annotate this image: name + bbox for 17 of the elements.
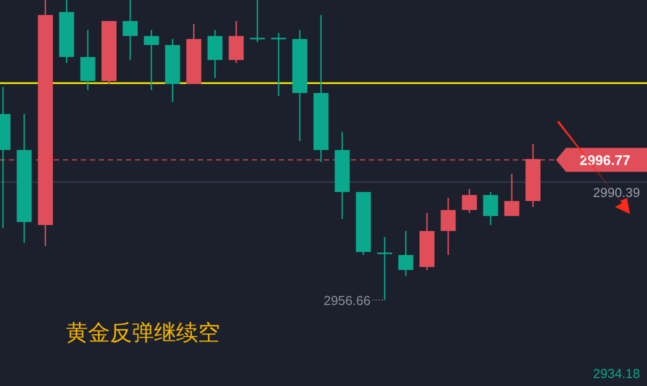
text: 2996.77 (580, 152, 631, 168)
candlestick (80, 29, 96, 91)
candlestick (250, 0, 265, 43)
candlestick (144, 29, 159, 91)
candlestick (228, 20, 244, 64)
candlestick (122, 0, 138, 61)
candlestick (504, 173, 520, 217)
candlestick (208, 29, 222, 79)
candlestick (398, 230, 414, 277)
candlestick (462, 188, 477, 214)
candlestick (440, 197, 456, 256)
text: 2934.18 (593, 366, 640, 381)
annotation: 2956.66 (324, 293, 371, 308)
text: 黄金反弹继续空 (66, 320, 220, 345)
text: 2990.39 (593, 185, 640, 200)
candlestick (271, 32, 286, 97)
candlestick (483, 191, 498, 226)
